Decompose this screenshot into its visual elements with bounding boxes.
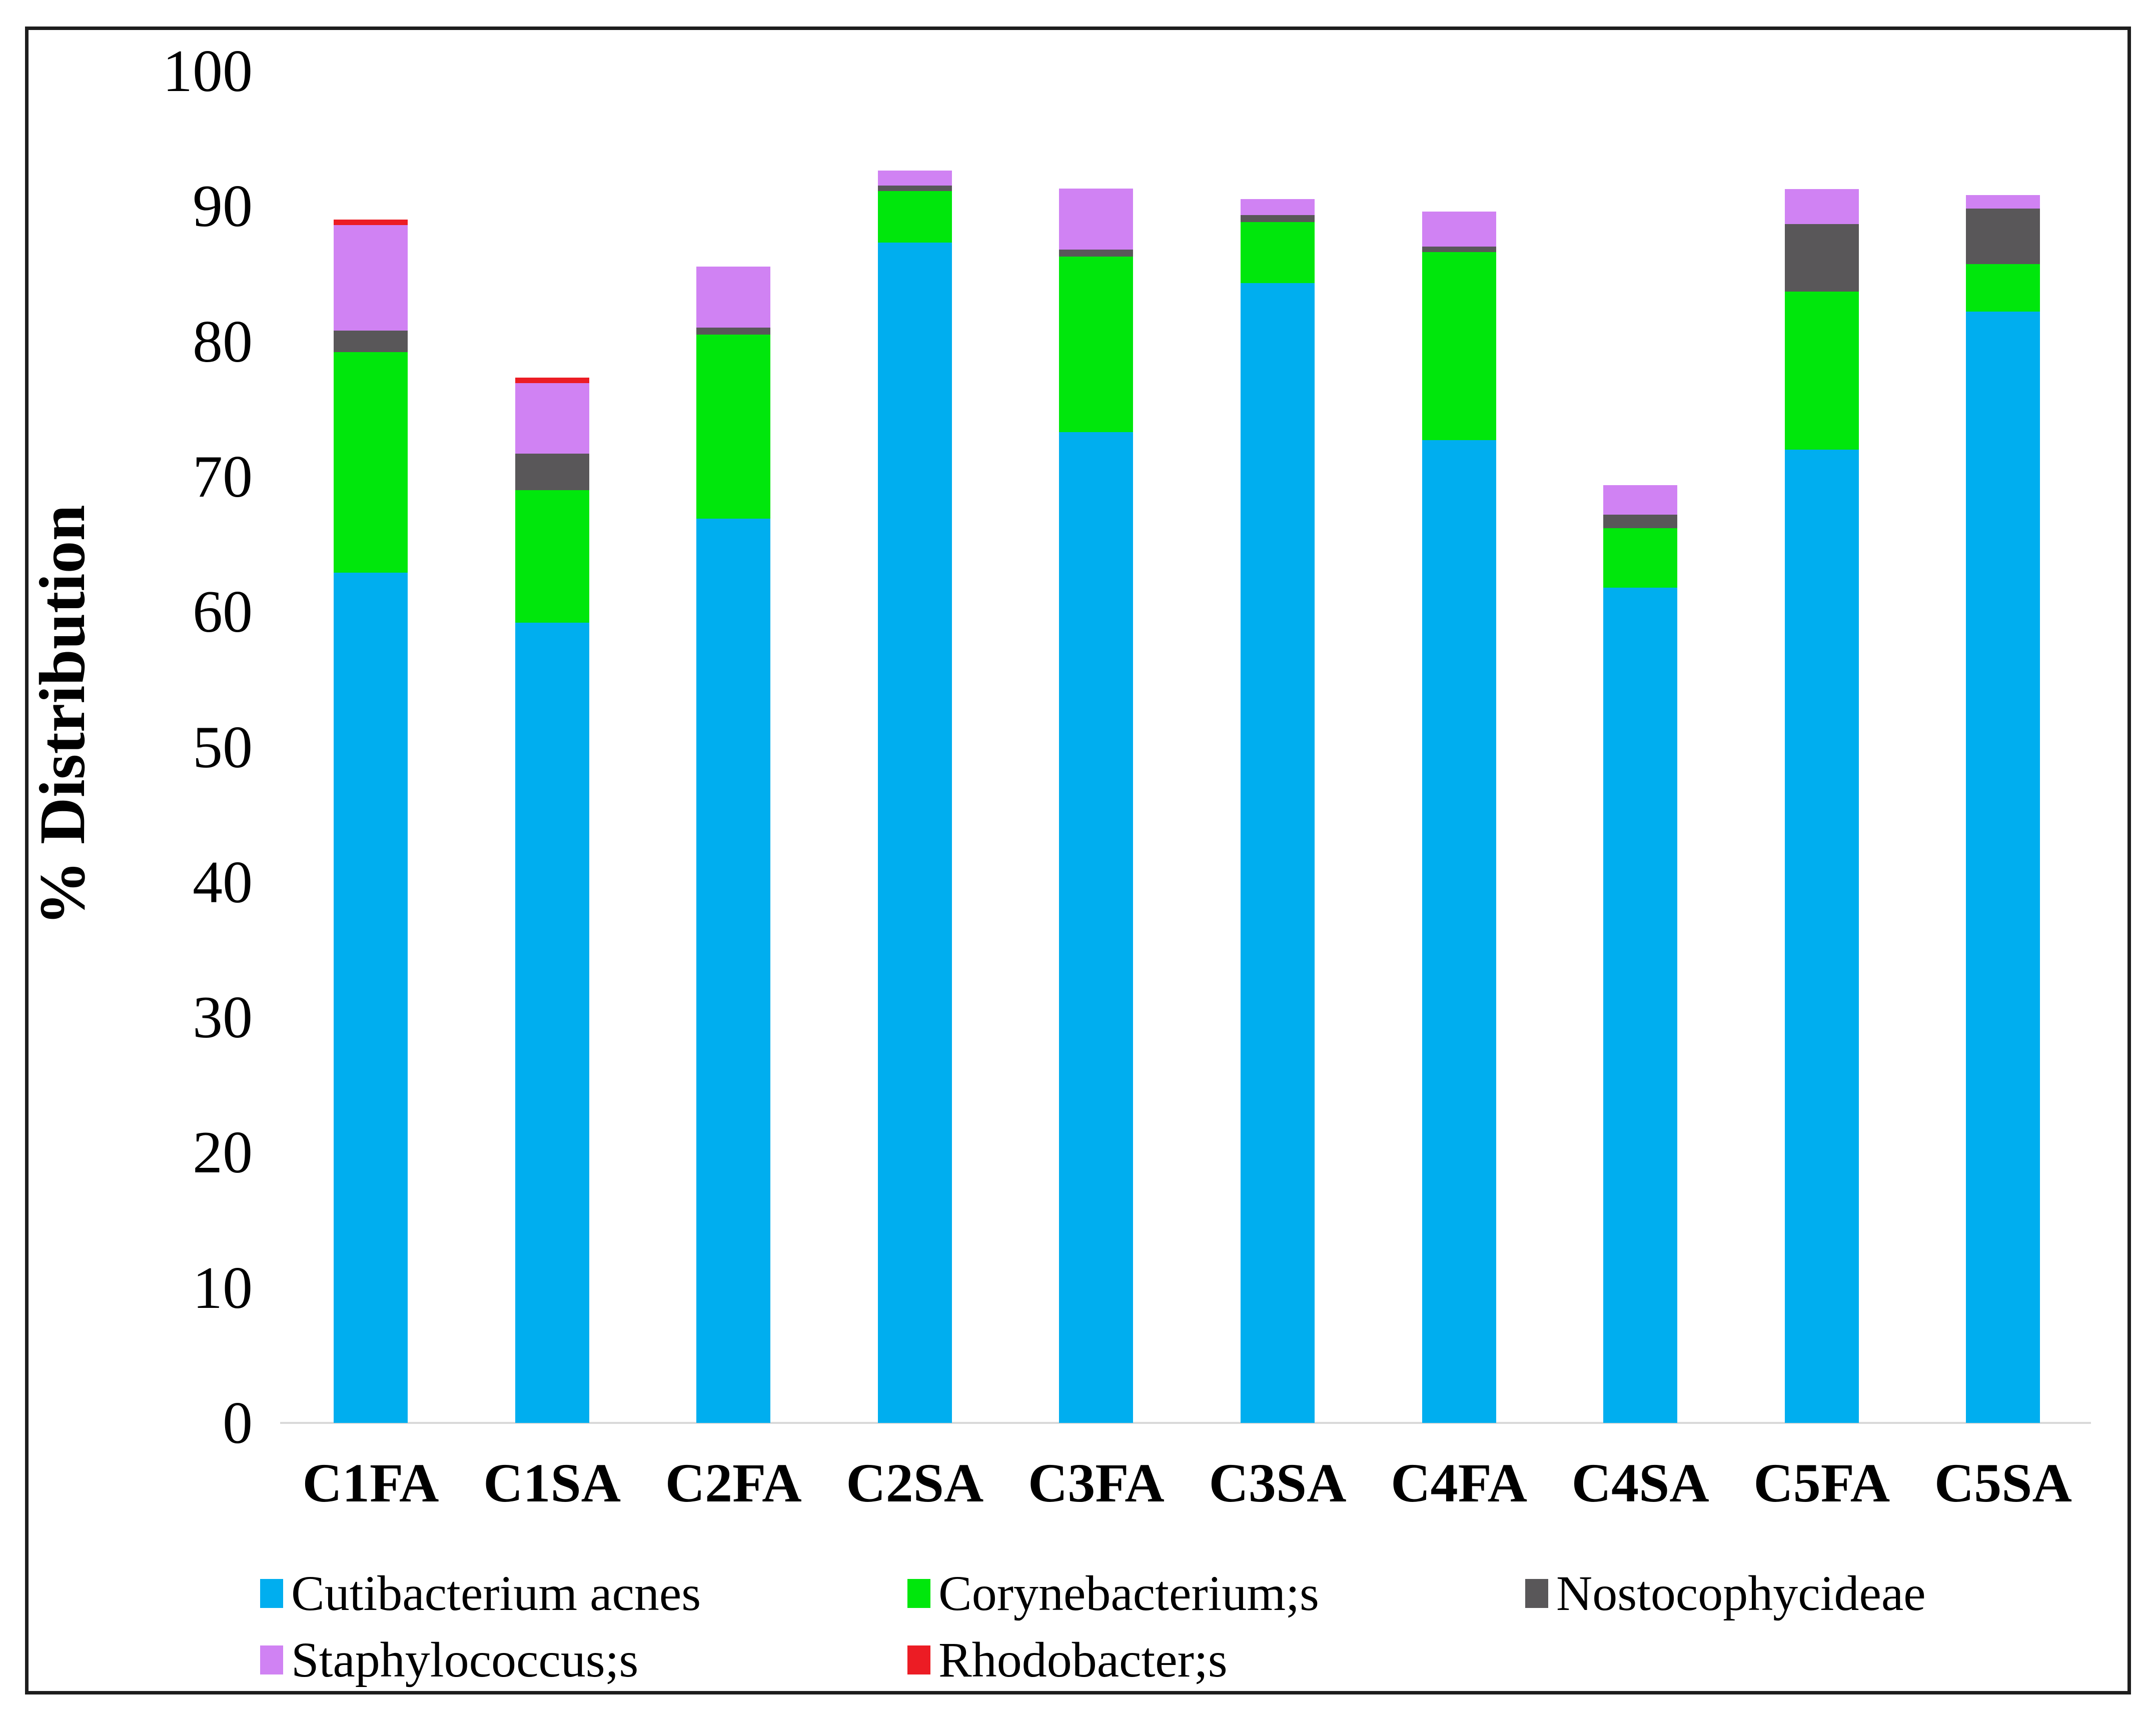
x-axis-label-C3SA: C3SA [1209, 1452, 1347, 1513]
bar-segment-C5FA-staphylococcus [1784, 189, 1859, 224]
y-tick-label-50: 50 [193, 713, 253, 780]
y-tick-label-20: 20 [193, 1119, 253, 1186]
bar-segment-C1SA-cutibacterium-acnes [515, 623, 589, 1423]
bar-segment-C1FA-rhodobacter [334, 220, 408, 225]
bar-segment-C2SA-cutibacterium-acnes [877, 243, 952, 1423]
bar-segment-C3SA-nostocophycideae [1241, 215, 1315, 222]
legend-label-staphylococcus: Staphylococcus;s [291, 1632, 639, 1687]
x-axis-label-C1FA: C1FA [302, 1452, 439, 1513]
bar-segment-C5FA-nostocophycideae [1784, 224, 1859, 292]
bar-segment-C4FA-staphylococcus [1422, 212, 1496, 247]
bar-segment-C5FA-cutibacterium-acnes [1784, 450, 1859, 1423]
y-tick-label-80: 80 [193, 308, 253, 375]
legend-swatch-cutibacterium-acnes [260, 1579, 283, 1608]
bar-segment-C3FA-corynebacterium [1059, 257, 1134, 432]
y-tick-label-30: 30 [193, 984, 253, 1051]
bar-segment-C3SA-cutibacterium-acnes [1241, 283, 1315, 1423]
x-axis-label-C4FA: C4FA [1391, 1452, 1528, 1513]
bar-segment-C4FA-nostocophycideae [1422, 247, 1496, 252]
bar-segment-C2SA-nostocophycideae [877, 186, 952, 191]
y-tick-label-10: 10 [193, 1254, 253, 1321]
bar-C2FA [696, 267, 771, 1423]
bar-C4SA [1603, 485, 1678, 1423]
bar-segment-C4SA-cutibacterium-acnes [1603, 588, 1678, 1423]
bar-C5SA [1966, 195, 2040, 1423]
bar-segment-C4FA-cutibacterium-acnes [1422, 440, 1496, 1423]
bar-segment-C1FA-corynebacterium [334, 352, 408, 573]
bar-segment-C4FA-corynebacterium [1422, 252, 1496, 440]
x-axis-label-C5SA: C5SA [1934, 1452, 2072, 1513]
legend-item-staphylococcus: Staphylococcus;s [260, 1629, 638, 1690]
x-axis-label-C2FA: C2FA [665, 1452, 802, 1513]
x-axis-line [280, 1422, 2091, 1424]
x-axis-label-C3FA: C3FA [1027, 1452, 1165, 1513]
bar-segment-C5FA-corynebacterium [1784, 292, 1859, 450]
bar-segment-C1SA-nostocophycideae [515, 454, 589, 490]
bar-segment-C4SA-nostocophycideae [1603, 515, 1678, 528]
bar-C1SA [515, 378, 589, 1423]
bar-C3SA [1241, 199, 1315, 1423]
bar-segment-C2SA-corynebacterium [877, 191, 952, 243]
bar-segment-C3FA-nostocophycideae [1059, 250, 1134, 257]
legend-swatch-corynebacterium [907, 1579, 930, 1608]
bar-segment-C2SA-staphylococcus [877, 171, 952, 186]
bar-segment-C5SA-cutibacterium-acnes [1966, 312, 2040, 1423]
bar-segment-C2FA-staphylococcus [696, 267, 771, 328]
y-tick-label-100: 100 [163, 38, 253, 104]
bar-segment-C5SA-staphylococcus [1966, 195, 2040, 209]
x-axis-label-C1SA: C1SA [483, 1452, 621, 1513]
legend-item-nostocophycideae: Nostocophycideae [1525, 1563, 1926, 1624]
bar-segment-C2FA-nostocophycideae [696, 328, 771, 335]
legend-swatch-nostocophycideae [1525, 1579, 1548, 1608]
bar-segment-C2FA-cutibacterium-acnes [696, 519, 771, 1423]
bar-segment-C4SA-corynebacterium [1603, 528, 1678, 588]
legend-item-cutibacterium-acnes: Cutibacterium acnes [260, 1563, 701, 1624]
bar-segment-C3SA-corynebacterium [1241, 222, 1315, 283]
legend-swatch-rhodobacter [907, 1645, 930, 1674]
bar-C4FA [1422, 212, 1496, 1423]
y-tick-label-90: 90 [193, 173, 253, 240]
bar-segment-C3FA-cutibacterium-acnes [1059, 432, 1134, 1423]
bar-C5FA [1784, 189, 1859, 1423]
y-tick-label-40: 40 [193, 848, 253, 915]
bar-C1FA [334, 220, 408, 1423]
x-axis-label-C2SA: C2SA [846, 1452, 984, 1513]
y-tick-label-70: 70 [193, 443, 253, 510]
bar-segment-C1FA-nostocophycideae [334, 331, 408, 352]
bar-segment-C1SA-rhodobacter [515, 378, 589, 383]
plot-area [280, 71, 2091, 1424]
bar-segment-C1SA-corynebacterium [515, 490, 589, 623]
legend-swatch-staphylococcus [260, 1645, 283, 1674]
bar-C2SA [877, 171, 952, 1423]
y-tick-label-60: 60 [193, 578, 253, 645]
x-axis-label-C5FA: C5FA [1753, 1452, 1890, 1513]
legend-label-cutibacterium-acnes: Cutibacterium acnes [291, 1565, 701, 1621]
legend-label-rhodobacter: Rhodobacter;s [938, 1632, 1228, 1687]
bar-segment-C2FA-corynebacterium [696, 335, 771, 519]
bar-segment-C5SA-corynebacterium [1966, 264, 2040, 312]
bar-C3FA [1059, 189, 1134, 1423]
bar-segment-C1FA-cutibacterium-acnes [334, 573, 408, 1423]
bar-segment-C1FA-staphylococcus [334, 225, 408, 331]
bar-segment-C3FA-staphylococcus [1059, 189, 1134, 250]
legend-label-corynebacterium: Corynebacterium;s [938, 1565, 1319, 1621]
bar-segment-C5SA-nostocophycideae [1966, 209, 2040, 264]
legend-item-corynebacterium: Corynebacterium;s [907, 1563, 1319, 1624]
legend-label-nostocophycideae: Nostocophycideae [1556, 1565, 1926, 1621]
bar-segment-C1SA-staphylococcus [515, 383, 589, 454]
y-tick-label-0: 0 [223, 1389, 253, 1456]
x-axis-label-C4SA: C4SA [1571, 1452, 1709, 1513]
bar-segment-C4SA-staphylococcus [1603, 485, 1678, 515]
legend-item-rhodobacter: Rhodobacter;s [907, 1629, 1228, 1690]
bar-segment-C3SA-staphylococcus [1241, 199, 1315, 215]
